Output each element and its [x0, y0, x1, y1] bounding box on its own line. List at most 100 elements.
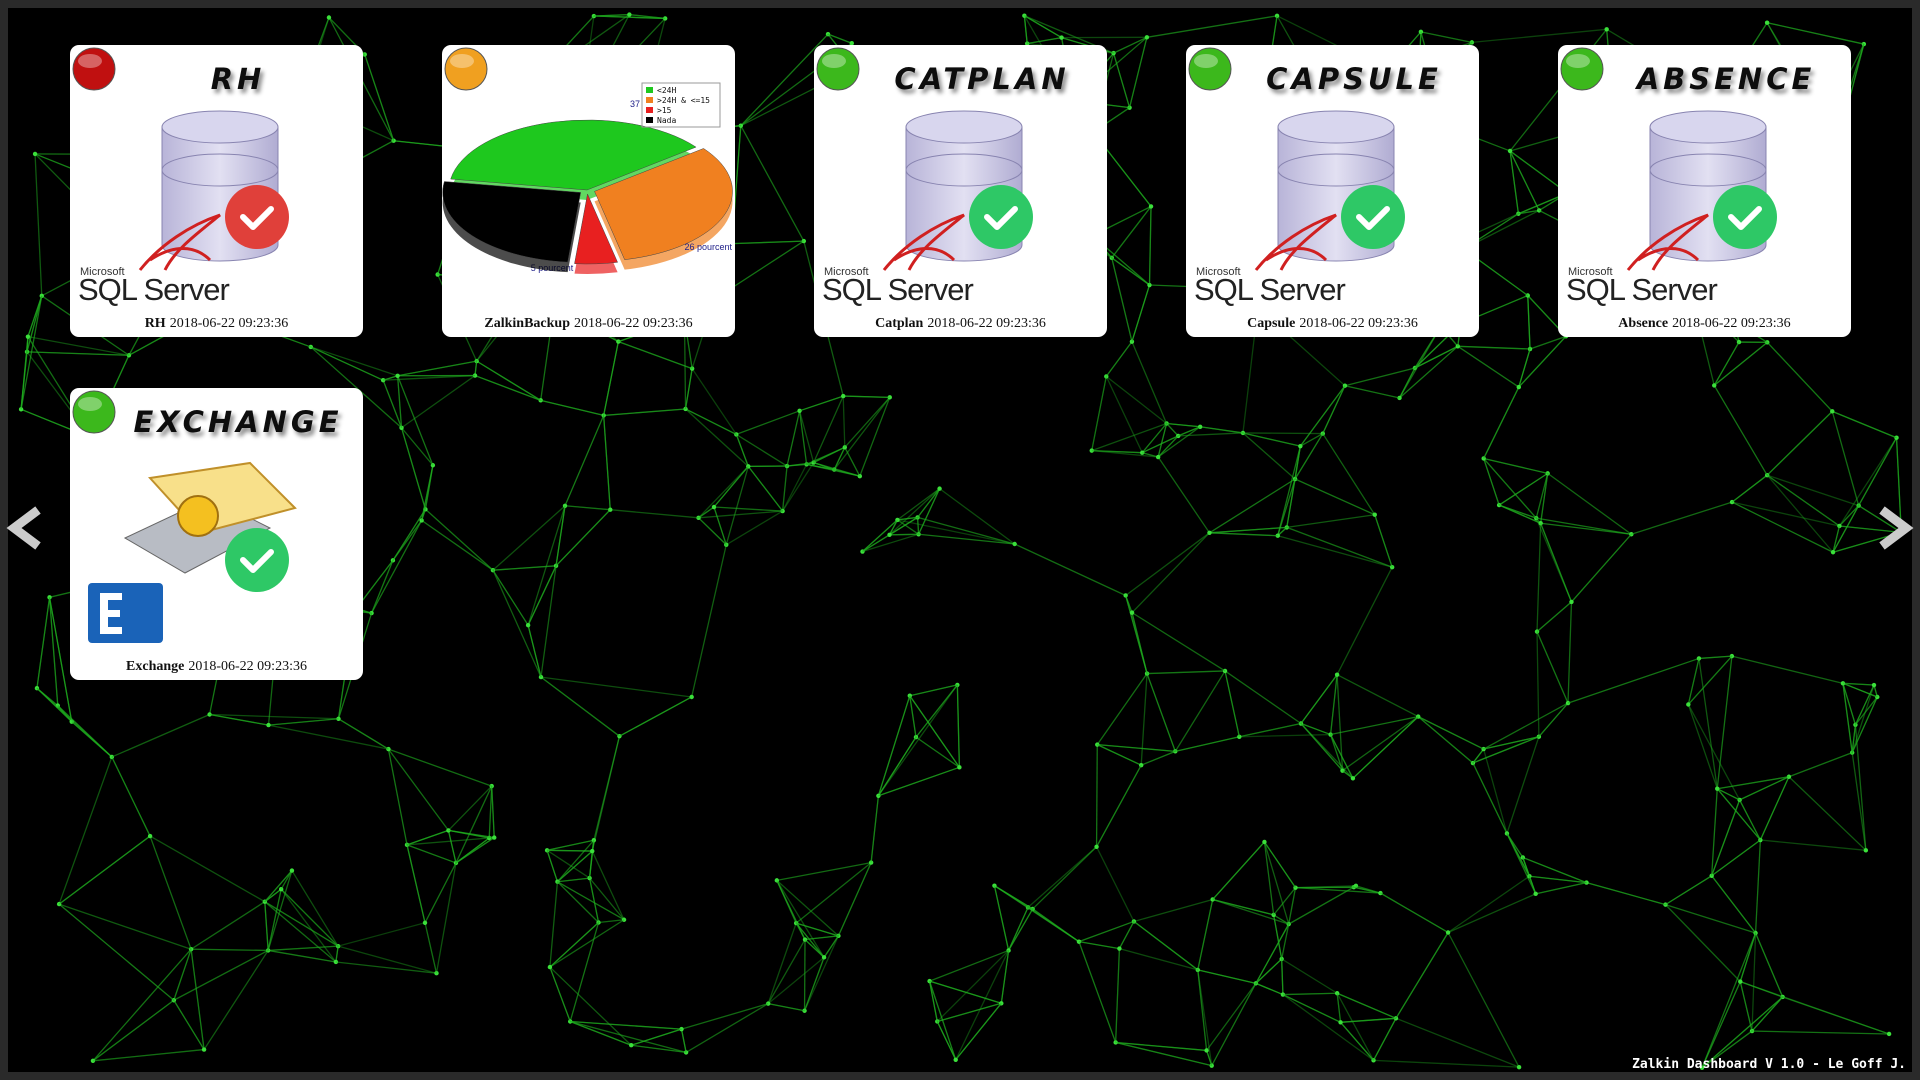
status-light: [1188, 47, 1232, 91]
network-edge: [1300, 723, 1354, 779]
network-edge: [1447, 893, 1536, 934]
network-edge: [1711, 799, 1741, 876]
network-edge: [618, 340, 693, 370]
network-node: [696, 515, 701, 521]
network-node: [1397, 395, 1402, 401]
network-edge: [1754, 839, 1762, 934]
network-edge: [740, 125, 805, 242]
network-edge: [1146, 673, 1176, 752]
network-edge: [1483, 458, 1537, 519]
network-edge: [1322, 433, 1376, 516]
network-edge: [36, 597, 51, 689]
status-gloss: [1194, 54, 1218, 68]
network-edge: [1023, 15, 1028, 44]
network-edge: [1288, 886, 1355, 925]
network-edge: [1766, 474, 1834, 553]
network-edge: [1141, 435, 1179, 454]
network-edge: [1698, 655, 1732, 660]
network-edge: [897, 519, 919, 535]
network-edge: [1838, 437, 1898, 527]
network-edge: [370, 560, 394, 614]
network-edge: [1096, 744, 1142, 766]
status-check: [225, 528, 289, 592]
network-edge: [956, 684, 961, 768]
network-edge: [1300, 722, 1331, 736]
network-edge: [1140, 673, 1148, 766]
network-edge: [264, 870, 293, 903]
network-edge: [1399, 345, 1459, 399]
pie-label: 37: [630, 99, 640, 109]
logo-product: SQL Server: [822, 272, 973, 307]
network-edge: [280, 870, 293, 890]
network-edge: [1286, 526, 1393, 568]
network-edge: [1760, 839, 1866, 851]
network-edge: [455, 785, 493, 864]
network-edge: [564, 505, 611, 511]
network-node: [1886, 1031, 1892, 1037]
network-edge: [1509, 150, 1520, 214]
network-edge: [268, 945, 339, 952]
network-edge: [1091, 376, 1107, 451]
tile[interactable]: EXCHANGE Exchange 2018-06-22 09:23:36: [70, 388, 363, 680]
network-node: [1334, 672, 1340, 677]
status-gloss: [822, 54, 846, 68]
network-edge: [1754, 932, 1784, 998]
network-edge: [1854, 696, 1878, 726]
network-edge: [570, 1020, 682, 1030]
network-edge: [1282, 992, 1338, 996]
network-edge: [1263, 841, 1275, 915]
sql-logo-mark: [138, 213, 221, 271]
network-edge: [827, 33, 853, 44]
network-edge: [111, 713, 210, 758]
network-edge: [1483, 736, 1540, 750]
network-node: [1765, 340, 1770, 345]
network-edge: [392, 520, 423, 561]
network-edge: [1754, 932, 1784, 998]
network-edge: [1536, 601, 1572, 633]
network-edge: [549, 922, 599, 968]
network-edge: [1032, 846, 1098, 910]
network-edge: [591, 850, 625, 921]
network-edge: [58, 756, 113, 905]
network-edge: [1095, 846, 1135, 922]
network-edge: [1205, 1050, 1213, 1066]
network-edge: [827, 33, 853, 44]
network-edge: [1536, 523, 1542, 632]
network-edge: [909, 684, 958, 697]
network-edge: [1713, 341, 1740, 386]
network-edge: [546, 839, 594, 851]
network-edge: [833, 447, 846, 470]
network-edge: [735, 433, 788, 467]
network-edge: [776, 880, 806, 940]
network-edge: [1842, 682, 1875, 686]
prev-arrow[interactable]: [6, 506, 41, 550]
network-edge: [937, 1002, 1002, 1023]
network-edge: [1178, 432, 1243, 437]
network-edge: [492, 569, 529, 626]
network-edge: [191, 948, 269, 952]
network-edge: [767, 939, 806, 1004]
check-mark: [240, 549, 274, 573]
network-node: [1861, 41, 1867, 47]
network-edge: [370, 560, 394, 614]
network-edge: [1711, 875, 1757, 934]
network-node: [1736, 339, 1742, 345]
network-edge: [1687, 704, 1718, 789]
status-light: [444, 47, 488, 91]
next-arrow[interactable]: [1879, 506, 1914, 550]
network-edge: [1166, 423, 1179, 437]
network-edge: [1024, 15, 1062, 39]
network-node: [1195, 967, 1201, 973]
network-edge: [406, 844, 426, 923]
network-edge: [58, 903, 192, 950]
network-edge: [1482, 748, 1508, 834]
network-edge: [1535, 473, 1549, 519]
network-edge: [786, 463, 807, 467]
network-edge: [1395, 1017, 1520, 1068]
network-edge: [1131, 532, 1210, 614]
